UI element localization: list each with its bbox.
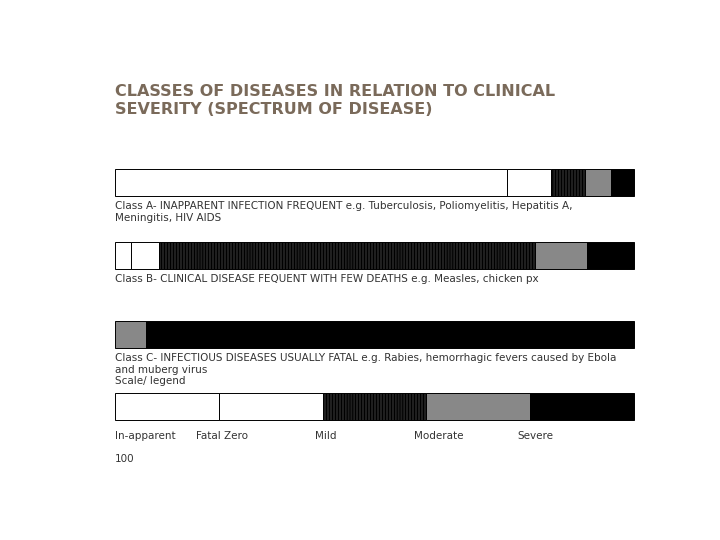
FancyBboxPatch shape [323,393,426,420]
FancyBboxPatch shape [115,168,507,196]
FancyBboxPatch shape [611,168,634,196]
Text: Severe: Severe [517,431,553,441]
Text: Fatal Zero: Fatal Zero [196,431,248,441]
FancyBboxPatch shape [219,393,323,420]
FancyBboxPatch shape [426,393,530,420]
FancyBboxPatch shape [536,241,588,268]
Text: Class C- INFECTIOUS DISEASES USUALLY FATAL e.g. Rabies, hemorrhagic fevers cause: Class C- INFECTIOUS DISEASES USUALLY FAT… [115,353,616,375]
FancyBboxPatch shape [115,241,130,268]
FancyBboxPatch shape [588,241,634,268]
Text: In-apparent: In-apparent [115,431,176,441]
FancyBboxPatch shape [530,393,634,420]
FancyBboxPatch shape [551,168,585,196]
Text: Class A- INAPPARENT INFECTION FREQUENT e.g. Tuberculosis, Poliomyelitis, Hepatit: Class A- INAPPARENT INFECTION FREQUENT e… [115,201,572,223]
FancyBboxPatch shape [159,241,536,268]
Text: 100: 100 [115,454,135,463]
FancyBboxPatch shape [585,168,611,196]
FancyBboxPatch shape [130,241,159,268]
Text: CLASSES OF DISEASES IN RELATION TO CLINICAL
SEVERITY (SPECTRUM OF DISEASE): CLASSES OF DISEASES IN RELATION TO CLINI… [115,84,555,117]
FancyBboxPatch shape [115,393,219,420]
Text: Scale/ legend: Scale/ legend [115,376,186,386]
Text: Moderate: Moderate [413,431,463,441]
FancyBboxPatch shape [507,168,551,196]
FancyBboxPatch shape [115,321,146,348]
Text: Mild: Mild [315,431,336,441]
Text: Class B- CLINICAL DISEASE FEQUENT WITH FEW DEATHS e.g. Measles, chicken px: Class B- CLINICAL DISEASE FEQUENT WITH F… [115,274,539,284]
FancyBboxPatch shape [146,321,634,348]
